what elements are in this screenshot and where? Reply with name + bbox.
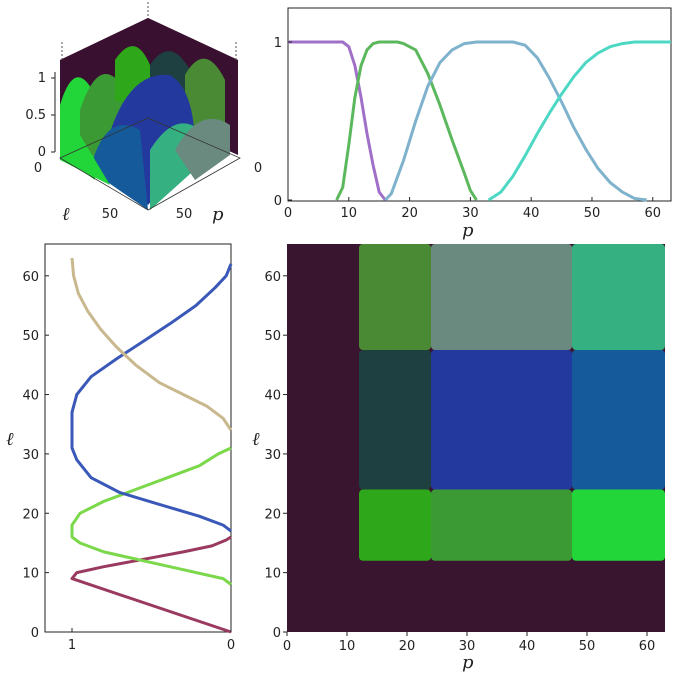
heatmap-cell [431,244,572,351]
p-line-chart-xlabel: p [462,220,474,241]
p-line-xtick-label: 30 [462,206,479,221]
ell-line-ytick-label: 50 [22,329,39,344]
heatmap-ytick-label: 50 [264,329,281,344]
heatmap-xtick-label: 60 [639,639,656,654]
surface-patch-lightgreen [60,128,110,185]
p-line-series-2 [335,40,478,201]
p-line-chart: 0 10 20 30 40 50 60 0 1 p [274,7,672,241]
ell-line-series-4 [70,257,233,432]
ell-line-xtick-label: 0 [227,638,235,653]
heatmap-cell [359,244,431,351]
surface-ell-label: ℓ [62,204,70,225]
ell-line-chart-frame [44,243,232,633]
surface-ell-tick-label: 50 [102,207,119,222]
heatmap-ylabel: ℓ [252,429,260,450]
ell-line-ytick-label: 30 [22,448,39,463]
p-line-xtick-label: 50 [584,206,601,221]
heatmap-chart: 0 10 20 30 40 50 60 0 10 20 30 40 50 60 p ℓ [252,244,665,673]
surface-p-label: p [212,204,224,225]
surface-patch-blue-dark [90,125,148,210]
heatmap-xtick-label: 40 [519,639,536,654]
surface-base [59,117,241,211]
heatmap-ytick-label: 20 [264,507,281,522]
ell-line-xtick-label: 1 [68,638,76,653]
heatmap-cell [572,489,665,561]
surface-ztick-label: 0.5 [25,108,46,123]
p-line-xtick-label: 10 [341,206,358,221]
heatmap-cell [431,489,572,561]
heatmap-cell [431,350,572,490]
ell-line-ytick-label: 20 [22,507,39,522]
heatmap-xtick-label: 20 [399,639,416,654]
surface-ell-tick-label: 0 [34,161,42,176]
heatmap-ytick-label: 40 [264,389,281,404]
heatmap-cell [572,244,665,351]
heatmap-ytick-label: 30 [264,448,281,463]
p-line-series-3 [384,40,647,202]
heatmap-ytick-label: 0 [273,626,281,641]
ell-line-series-3 [70,263,233,533]
p-line-xtick-label: 60 [644,206,661,221]
ell-line-chart-ylabel: ℓ [6,429,14,450]
surface-ztick-label: 0 [38,145,46,160]
ell-line-ytick-label: 60 [22,270,39,285]
ell-line-series-1 [70,535,232,634]
heatmap-xtick-label: 10 [339,639,356,654]
ell-line-ytick-label: 40 [22,389,39,404]
ell-line-ytick-label: 0 [31,626,39,641]
p-line-xtick-label: 20 [401,206,418,221]
p-line-ytick-label: 1 [274,36,282,51]
heatmap-xlabel: p [462,652,474,673]
heatmap-ytick-label: 60 [264,270,281,285]
heatmap-cell [359,489,431,561]
heatmap-ytick-label: 10 [264,567,281,582]
surface-ztick-label: 1 [38,71,46,86]
heatmap-xtick-label: 30 [459,639,476,654]
ell-line-series-2 [70,446,232,586]
heatmap-xtick-label: 50 [579,639,596,654]
surface-patch-grey [175,118,230,180]
p-line-chart-frame [287,7,672,202]
heatmap-cell [572,350,665,490]
surface-plot: 0 0.5 1 0 50 0 50 ℓ p [25,2,262,225]
p-line-series-4 [487,40,671,202]
p-line-series-1 [288,40,387,201]
ell-line-ytick-label: 10 [22,567,39,582]
surface-p-tick-label: 50 [176,207,193,222]
heatmap-xtick-label: 0 [283,639,291,654]
surface-p-tick-label: 0 [254,161,262,176]
p-line-xtick-label: 40 [523,206,540,221]
p-line-ytick-label: 0 [274,194,282,209]
heatmap-cell [359,350,431,490]
p-line-xtick-label: 0 [284,206,292,221]
